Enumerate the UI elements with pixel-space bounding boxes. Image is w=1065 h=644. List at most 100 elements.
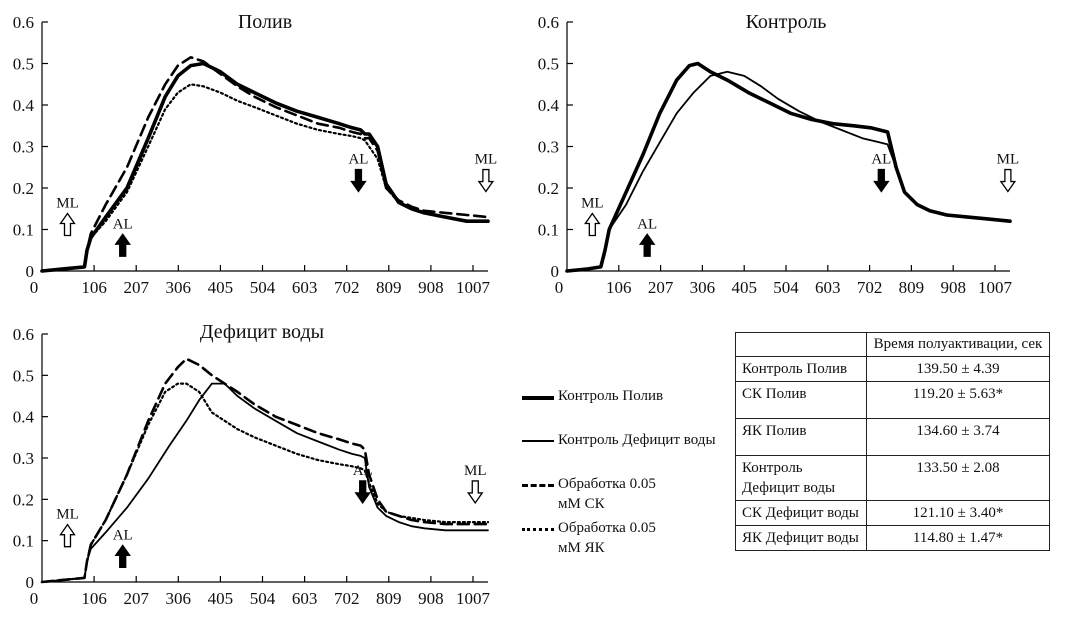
x-tick-label: 306 (166, 278, 192, 297)
filled-arrow-down-icon (350, 168, 367, 193)
filled-arrow-down-icon (354, 480, 371, 505)
y-tick-label: 0.4 (13, 96, 35, 115)
table-row-value: 133.50 ± 2.08 (866, 455, 1050, 501)
x-tick-label: 702 (334, 278, 360, 297)
table-row-name: Контроль Полив (735, 356, 867, 382)
legend-swatch-thick (522, 396, 554, 400)
x-tick-label: 603 (292, 278, 318, 297)
x-tick-label: 207 (648, 278, 674, 297)
table-row: СК Дефицит воды 121.10 ± 3.40* (735, 500, 1050, 526)
marker-label: AL (871, 152, 891, 168)
series-line-thin (41, 382, 489, 583)
chart-panel-1: Контроль 0 0.1 0.2 0.3 0.4 0.5 0.6 0 106 207 306 405… (538, 11, 1019, 297)
table-row-value: 134.60 ± 3.74 (866, 418, 1050, 456)
marker-label: AL (113, 527, 133, 543)
x-tick-label: 1007 (456, 589, 491, 608)
legend-label: Контроль Полив (558, 388, 664, 404)
x-tick-label: 603 (292, 589, 318, 608)
y-tick-label: 0.4 (538, 96, 560, 115)
filled-arrow-down-icon (873, 168, 890, 193)
y-tick-label: 0.2 (13, 179, 34, 198)
y-tick-label: 0.4 (13, 408, 35, 427)
table-row-name: ЯК Дефицит воды (735, 525, 867, 551)
table-row: СК Полив 119.20 ± 5.63* (735, 381, 1050, 419)
series-line-dashed (40, 357, 490, 584)
x-tick-label: 405 (208, 278, 234, 297)
legend-swatch-dotted (522, 528, 554, 531)
series-line-dotted (40, 83, 490, 273)
marker-label: ML (581, 196, 604, 212)
y-tick-label: 0.1 (13, 221, 34, 240)
table-row-name: Контроль Дефицит воды (735, 455, 867, 501)
y-tick-label: 0.6 (13, 13, 34, 32)
chart-title: Полив (238, 11, 292, 33)
table-row-value: 139.50 ± 4.39 (866, 356, 1050, 382)
marker-label: ML (475, 152, 498, 168)
marker-label: AL (348, 152, 368, 168)
marker-label: AL (637, 216, 657, 232)
y-tick-label: 0.5 (13, 366, 34, 385)
filled-arrow-up-icon (114, 544, 131, 568)
y-tick-label: 0.1 (13, 532, 34, 551)
y-tick-label: 0.6 (13, 325, 34, 344)
series-line-dotted (40, 382, 490, 584)
filled-arrow-up-icon (638, 233, 656, 257)
x-tick-label: 908 (940, 278, 966, 297)
table-header-row: Время полуактивации, сек (735, 332, 1050, 357)
y-tick-label: 0.1 (538, 221, 559, 240)
chart-title: Контроль (746, 11, 827, 33)
x-tick-label: 1007 (978, 278, 1013, 297)
series-line-dashed (40, 56, 490, 273)
y-tick-label: 0.2 (538, 179, 559, 198)
open-arrow-down-icon (999, 168, 1017, 193)
y-tick-label: 0 (26, 262, 35, 281)
table-header-empty (735, 332, 867, 357)
x-tick-label: 106 (606, 278, 632, 297)
x-tick-label: 1007 (456, 278, 491, 297)
x-tick-label: 405 (731, 278, 757, 297)
table-row-value: 121.10 ± 3.40* (866, 500, 1050, 526)
y-tick-label: 0.3 (538, 138, 559, 157)
legend-swatch-thin (522, 440, 554, 442)
legend-label: Обработка 0.05 мМ ЯК (558, 520, 656, 556)
x-tick-label: 603 (815, 278, 841, 297)
open-arrow-up-icon (59, 212, 76, 237)
chart-panel-0: Полив 0 0.1 0.2 0.3 0.4 0.5 0.6 0 106 207 306 405 504… (13, 11, 497, 297)
open-arrow-up-icon (584, 212, 601, 237)
x-tick-label: 809 (376, 278, 402, 297)
x-tick-label: 809 (899, 278, 925, 297)
half-activation-table: Время полуактивации, сек Контроль Полив … (735, 332, 1050, 551)
open-arrow-down-icon (467, 480, 484, 505)
table-row-name: СК Полив (735, 381, 867, 419)
series-line-thick (565, 61, 1012, 273)
table-row: ЯК Дефицит воды 114.80 ± 1.47* (735, 525, 1050, 551)
table-row: Контроль Дефицит воды 133.50 ± 2.08 (735, 455, 1050, 501)
x-tick-label: 207 (123, 589, 149, 608)
x-tick-label: 504 (250, 278, 276, 297)
y-tick-label: 0.2 (13, 490, 34, 509)
open-arrow-down-icon (477, 168, 495, 193)
marker-label: ML (56, 507, 79, 523)
marker-label: AL (353, 463, 373, 479)
y-tick-label: 0.3 (13, 449, 34, 468)
x-tick-label: 207 (123, 278, 149, 297)
series-line-thick (40, 61, 490, 273)
y-tick-label: 0.6 (538, 13, 559, 32)
filled-arrow-up-icon (114, 233, 131, 257)
x-tick-label: 504 (250, 589, 276, 608)
x-tick-label: 908 (418, 278, 444, 297)
marker-label: ML (997, 152, 1020, 168)
x-tick-label: 809 (376, 589, 402, 608)
x-tick-label: 106 (81, 278, 107, 297)
legend-swatch-dashed (522, 484, 554, 487)
marker-label: ML (464, 463, 487, 479)
x-tick-label: 504 (773, 278, 799, 297)
legend-label: Обработка 0.05 мМ СК (558, 476, 656, 512)
x-tick-label: 908 (418, 589, 444, 608)
legend-label: Контроль Дефицит воды (558, 432, 716, 448)
series-line-thin (566, 70, 1011, 272)
table-row-value: 119.20 ± 5.63* (866, 381, 1050, 419)
marker-label: ML (56, 196, 79, 212)
table-row-value: 114.80 ± 1.47* (866, 525, 1050, 551)
